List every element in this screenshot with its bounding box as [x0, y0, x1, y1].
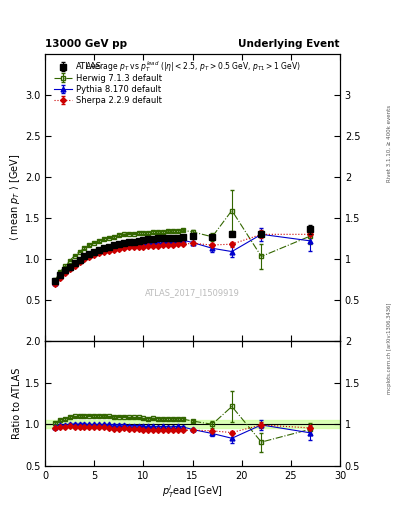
Text: ATLAS_2017_I1509919: ATLAS_2017_I1509919 — [145, 288, 240, 296]
Y-axis label: Ratio to ATLAS: Ratio to ATLAS — [12, 368, 22, 439]
X-axis label: $p_{T}^{l}$ead [GeV]: $p_{T}^{l}$ead [GeV] — [162, 483, 223, 500]
Text: Underlying Event: Underlying Event — [239, 38, 340, 49]
Text: Rivet 3.1.10, ≥ 400k events: Rivet 3.1.10, ≥ 400k events — [387, 105, 392, 182]
Legend: ATLAS, Herwig 7.1.3 default, Pythia 8.170 default, Sherpa 2.2.9 default: ATLAS, Herwig 7.1.3 default, Pythia 8.17… — [52, 61, 163, 106]
Y-axis label: $\langle$ mean $p_{T}$ $\rangle$ [GeV]: $\langle$ mean $p_{T}$ $\rangle$ [GeV] — [8, 154, 22, 241]
Text: mcplots.cern.ch [arXiv:1306.3436]: mcplots.cern.ch [arXiv:1306.3436] — [387, 303, 392, 394]
Bar — [45, 420, 340, 429]
Text: Average $p_{T}$ vs $p_{T}^{lead}$ ($|\eta| < 2.5$, $p_{T} > 0.5$ GeV, $p_{T1} > : Average $p_{T}$ vs $p_{T}^{lead}$ ($|\et… — [84, 59, 301, 74]
Text: 13000 GeV pp: 13000 GeV pp — [45, 38, 127, 49]
